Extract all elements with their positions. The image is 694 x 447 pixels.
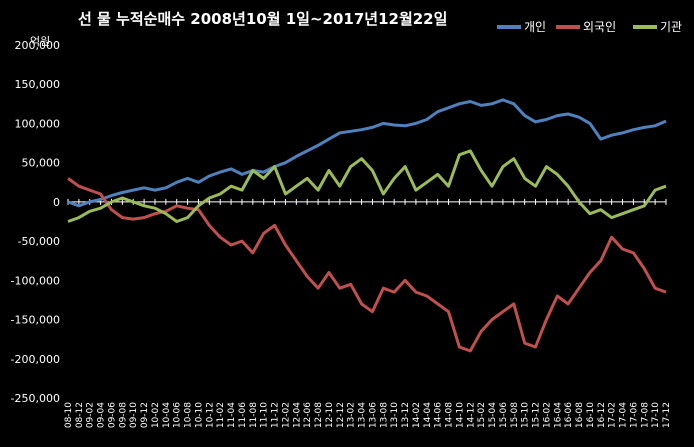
x-tick-label: 13-12 — [401, 402, 411, 428]
x-tick-label: 17-02 — [608, 402, 618, 428]
y-unit-label: 억원 — [30, 35, 50, 48]
x-tick-label: 16-04 — [553, 402, 563, 428]
legend-label: 개인 — [524, 20, 546, 34]
x-tick-label: 09-06 — [107, 402, 117, 428]
legend-label: 기관 — [660, 20, 682, 34]
x-tick-label: 16-08 — [575, 402, 585, 428]
x-tick-label: 16-12 — [597, 402, 607, 428]
x-tick-label: 09-02 — [86, 402, 96, 428]
y-tick-label: 200,000 — [15, 39, 61, 52]
x-tick-label: 14-04 — [423, 402, 433, 428]
x-tick-label: 15-04 — [488, 402, 498, 428]
x-tick-label: 13-06 — [368, 402, 378, 428]
y-tick-label: 150,000 — [15, 78, 61, 91]
x-tick-label: 15-10 — [521, 402, 531, 428]
x-tick-label: 12-10 — [325, 402, 335, 428]
x-tick-label: 14-06 — [434, 402, 444, 428]
x-tick-label: 15-12 — [532, 402, 542, 428]
y-tick-label: 0 — [53, 196, 60, 209]
chart-title: 선 물 누적순매수 2008년10월 1일~2017년12월22일 — [78, 10, 447, 28]
x-tick-label: 08-12 — [75, 402, 85, 428]
x-tick-label: 11-04 — [227, 402, 237, 428]
y-tick-label: -200,000 — [11, 353, 60, 366]
y-axis: 200,000 150,000 100,000 50,000 0 -50,000 -100,… — [11, 39, 60, 405]
x-tick-label: 17-08 — [640, 402, 650, 428]
x-tick-label: 17-12 — [662, 402, 672, 428]
legend-label: 외국인 — [583, 20, 616, 34]
x-tick-label: 13-10 — [390, 402, 400, 428]
x-tick-label: 12-04 — [292, 402, 302, 428]
y-tick-label: 100,000 — [15, 117, 61, 130]
x-tick-label: 10-12 — [205, 402, 215, 428]
x-tick-label: 14-02 — [412, 402, 422, 428]
x-tick-label: 08-10 — [64, 402, 74, 428]
x-tick-label: 12-02 — [281, 402, 291, 428]
x-tick-label: 10-10 — [194, 402, 204, 428]
x-tick-label: 10-06 — [173, 402, 183, 428]
x-tick-label: 10-04 — [162, 402, 172, 428]
x-tick-label: 09-04 — [97, 402, 107, 428]
x-tick-label: 14-10 — [455, 402, 465, 428]
x-tick-label: 14-08 — [445, 402, 455, 428]
x-tick-label: 13-04 — [358, 402, 368, 428]
x-tick-label: 12-08 — [314, 402, 324, 428]
x-tick-label: 12-12 — [336, 402, 346, 428]
series-line — [67, 177, 667, 353]
x-tick-label: 14-12 — [466, 402, 476, 428]
x-tick-label: 13-02 — [347, 402, 357, 428]
x-tick-label: 10-02 — [151, 402, 161, 428]
x-tick-label: 15-08 — [510, 402, 520, 428]
x-tick-label: 16-02 — [542, 402, 552, 428]
x-tick-label: 17-06 — [629, 402, 639, 428]
legend: 개인 외국인 기관 — [497, 20, 682, 34]
x-tick-label: 15-02 — [477, 402, 487, 428]
series-line — [67, 98, 667, 208]
y-tick-label: 50,000 — [22, 157, 61, 170]
y-tick-label: -50,000 — [18, 235, 60, 248]
x-tick-label: 12-06 — [303, 402, 313, 428]
y-tick-label: -100,000 — [11, 274, 60, 287]
x-tick-label: 16-10 — [586, 402, 596, 428]
x-tick-label: 13-08 — [379, 402, 389, 428]
y-tick-label: -150,000 — [11, 314, 60, 327]
x-tick-label: 15-06 — [499, 402, 509, 428]
x-tick-label: 09-10 — [129, 402, 139, 428]
x-tick-label: 11-02 — [216, 402, 226, 428]
x-tick-label: 17-10 — [651, 402, 661, 428]
x-axis: 08-10 08-12 09-02 09-04 09-06 09-08 09-10 09-12… — [64, 402, 672, 428]
x-tick-label: 16-06 — [564, 402, 574, 428]
series-line — [67, 149, 667, 223]
x-tick-label: 09-08 — [118, 402, 128, 428]
x-tick-label: 11-06 — [238, 402, 248, 428]
x-tick-label: 09-12 — [140, 402, 150, 428]
x-tick-label: 11-12 — [271, 402, 281, 428]
y-tick-label: -250,000 — [11, 392, 60, 405]
x-tick-label: 10-08 — [184, 402, 194, 428]
x-tick-label: 17-04 — [619, 402, 629, 428]
x-tick-label: 11-10 — [260, 402, 270, 428]
x-tick-label: 11-08 — [249, 402, 259, 428]
plot-area — [67, 98, 667, 353]
